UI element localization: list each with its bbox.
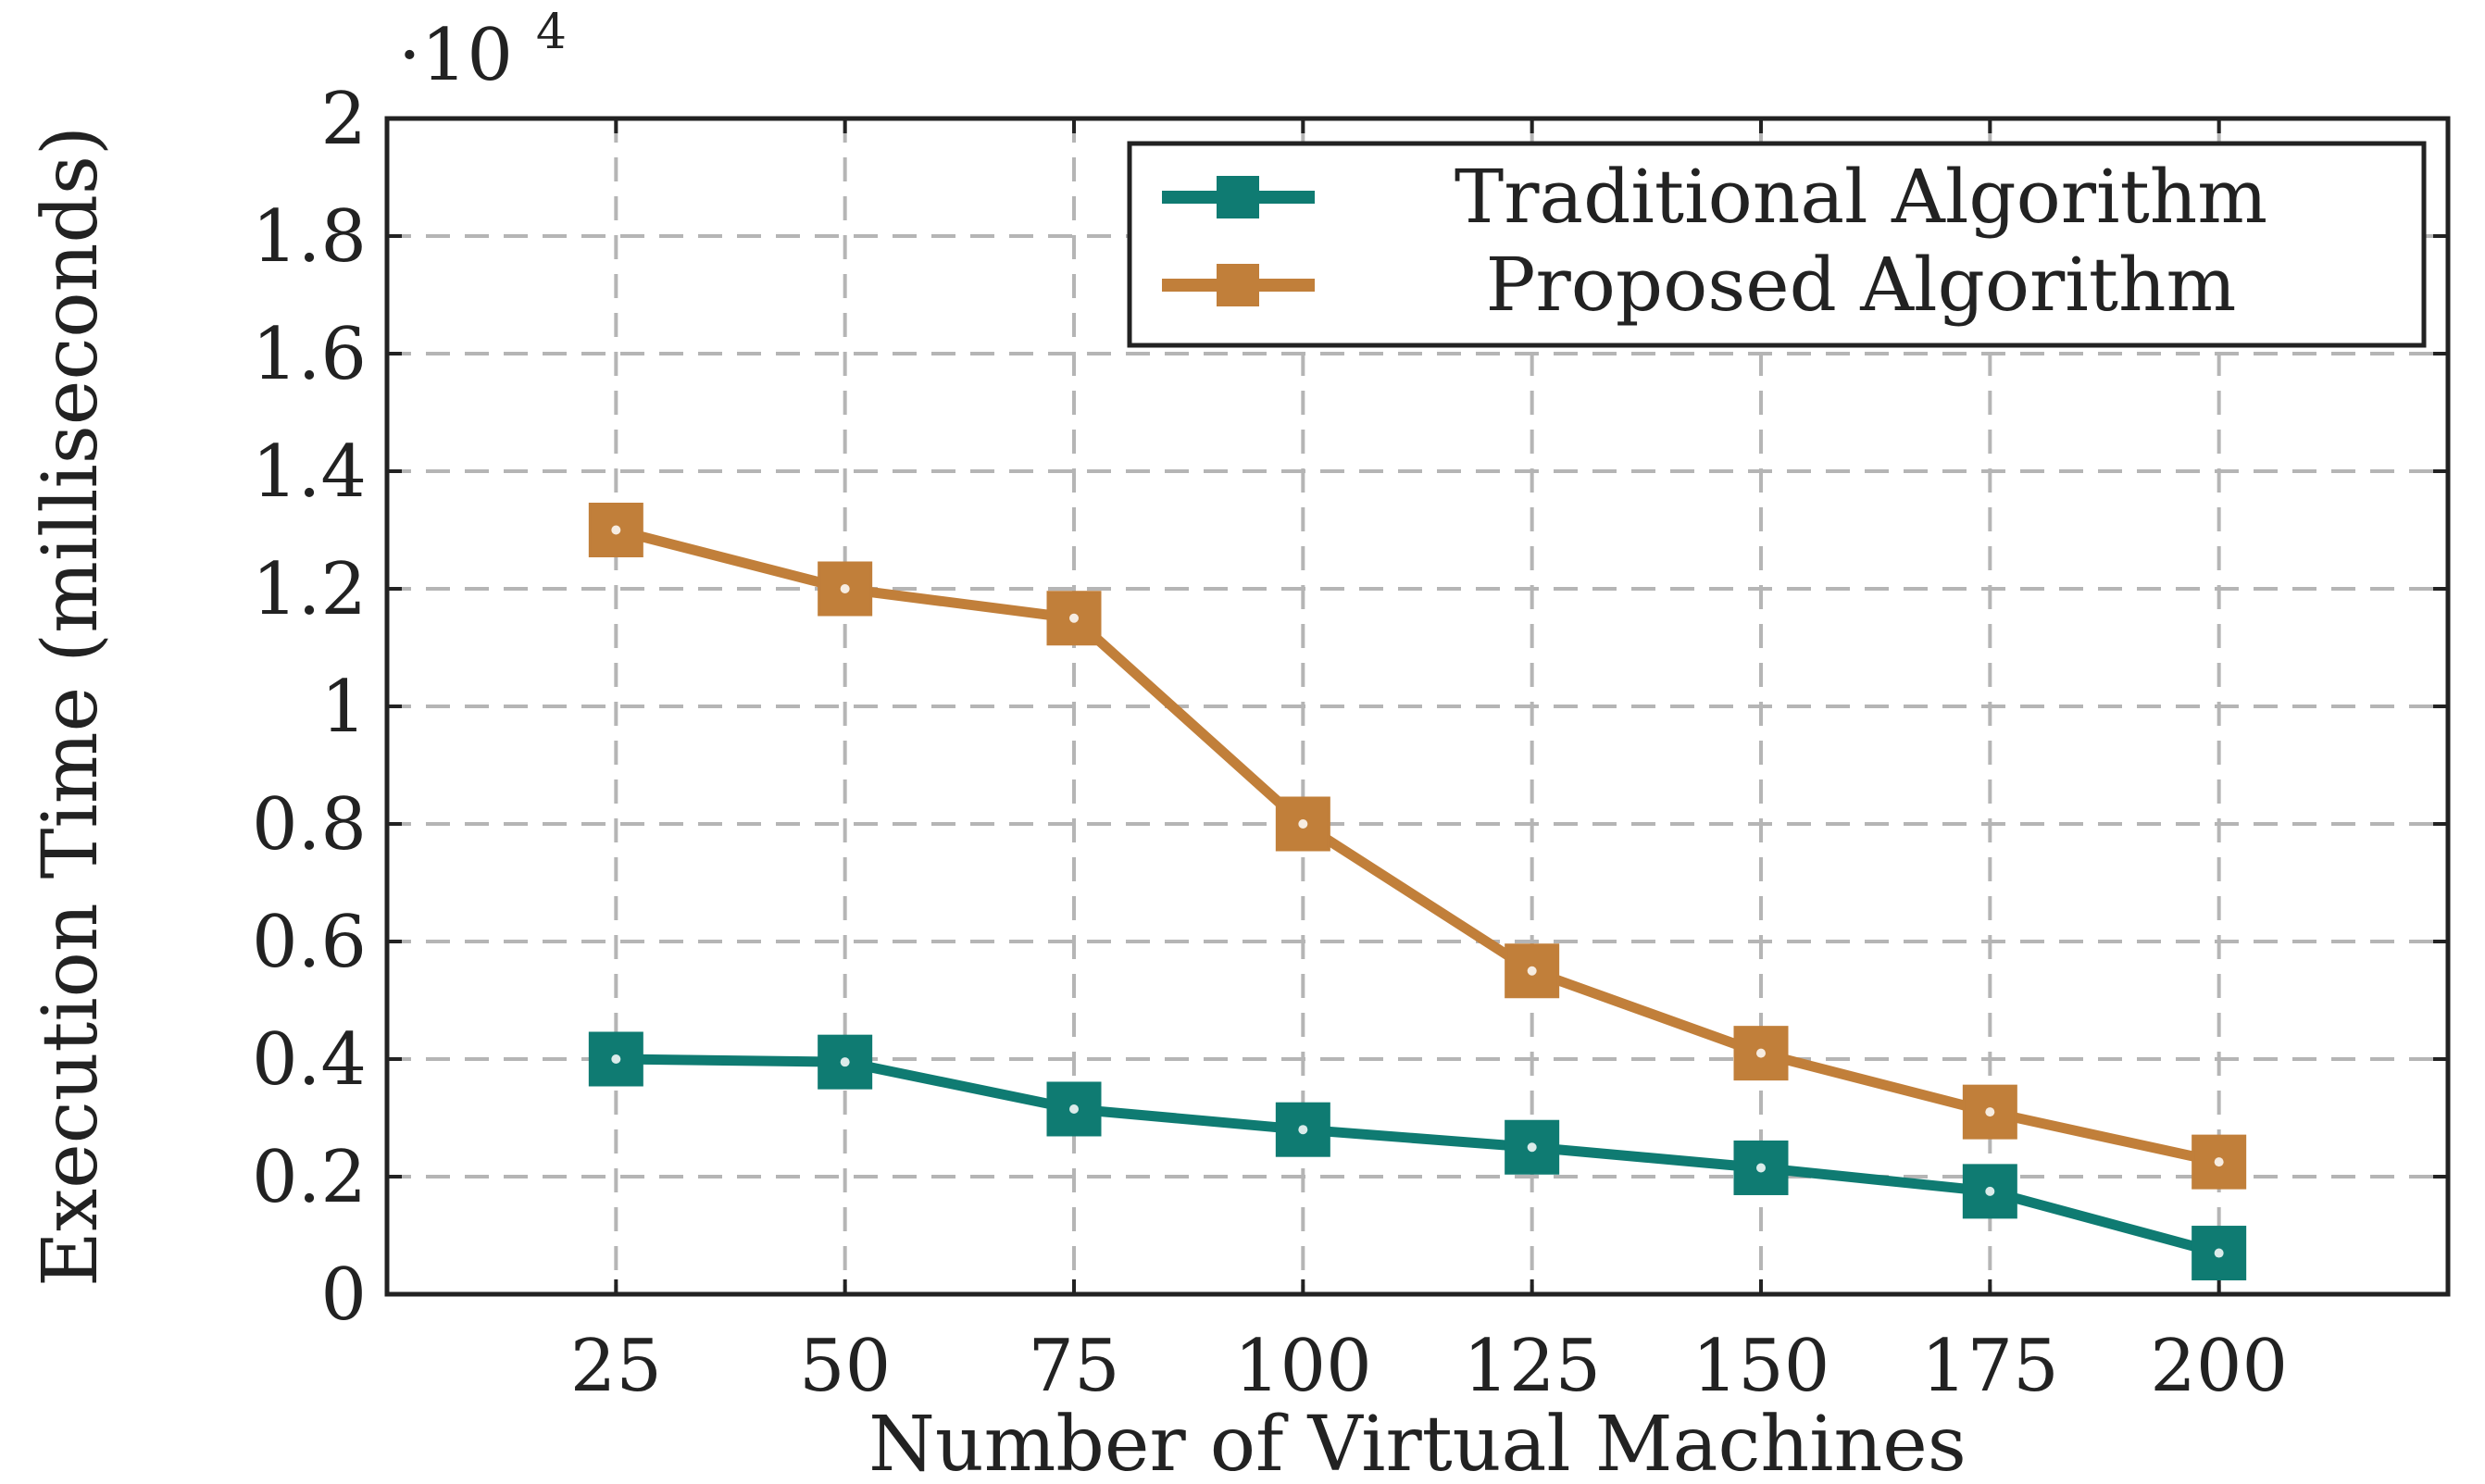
legend-label-traditional: Traditional Algorithm <box>1455 154 2267 240</box>
legend: Traditional Algorithm Proposed Algorithm <box>1127 141 2427 348</box>
data-point-center <box>1069 1104 1079 1114</box>
x-axis-title: Number of Virtual Machines <box>868 1401 1967 1484</box>
x-axis-tick-labels: 25 50 75 100 125 150 175 200 <box>570 1325 2288 1408</box>
x-tick-label: 75 <box>1028 1325 1119 1408</box>
axis-ticks <box>387 117 2448 1296</box>
series-layer <box>588 503 2247 1281</box>
legend-swatch-marker <box>1217 176 1259 218</box>
data-point-traditional <box>1733 1140 1789 1195</box>
data-point-center <box>1069 613 1079 623</box>
y-tick-label: 0.8 <box>252 783 367 867</box>
data-point-center <box>840 584 850 593</box>
y-axis-multiplier: ·10 4 <box>398 5 567 97</box>
y-tick-label: 1.6 <box>252 313 367 396</box>
data-point-center <box>1756 1048 1766 1058</box>
data-point-center <box>1985 1186 1995 1196</box>
data-point-traditional <box>588 1031 643 1087</box>
y-tick-label: 1.8 <box>252 195 367 279</box>
data-point-center <box>840 1057 850 1067</box>
y-tick-label: 0.6 <box>252 901 367 984</box>
x-tick-label: 25 <box>570 1325 662 1408</box>
data-point-center <box>611 1054 621 1064</box>
legend-entry-proposed: Proposed Algorithm <box>1162 242 2236 328</box>
series-line-traditional <box>616 1054 2221 1258</box>
x-tick-label: 200 <box>2150 1325 2288 1408</box>
y-axis-multiplier-base: ·10 <box>398 14 513 97</box>
data-point-center <box>1298 1125 1308 1135</box>
data-point-center <box>1756 1163 1766 1173</box>
series-line-proposed <box>614 525 2220 1167</box>
y-tick-label: 0.4 <box>252 1018 367 1102</box>
series-traditional <box>588 1031 2247 1281</box>
x-tick-label: 125 <box>1463 1325 1601 1408</box>
y-tick-label: 1.4 <box>252 430 367 514</box>
data-point-center <box>1298 819 1308 829</box>
data-point-center <box>611 525 621 535</box>
series-proposed <box>588 503 2247 1190</box>
y-tick-label: 1.2 <box>252 548 367 631</box>
y-tick-label: 1 <box>320 666 367 749</box>
legend-box <box>1127 141 2427 348</box>
data-point-center <box>2214 1248 2224 1258</box>
y-tick-label: 0 <box>320 1253 367 1337</box>
data-point-center <box>1527 1142 1537 1153</box>
y-tick-label: 0.2 <box>252 1136 367 1219</box>
y-axis-multiplier-exponent: 4 <box>536 5 567 60</box>
x-tick-label: 50 <box>799 1325 891 1408</box>
legend-entry-traditional: Traditional Algorithm <box>1162 154 2267 240</box>
y-tick-label: 2 <box>320 78 367 161</box>
legend-swatch-marker <box>1217 264 1259 306</box>
y-axis-title: Execution Time (milliseconds) <box>27 126 115 1287</box>
data-point-center <box>2214 1157 2224 1167</box>
x-tick-label: 175 <box>1921 1325 2059 1408</box>
legend-label-proposed: Proposed Algorithm <box>1486 242 2237 328</box>
x-tick-label: 150 <box>1692 1325 1830 1408</box>
data-point-center <box>1985 1107 1995 1117</box>
data-point-center <box>1527 966 1537 976</box>
x-tick-label: 100 <box>1234 1325 1372 1408</box>
y-axis-tick-labels: 0 0.2 0.4 0.6 0.8 1 1.2 1.4 1.6 1.8 2 <box>252 78 367 1337</box>
